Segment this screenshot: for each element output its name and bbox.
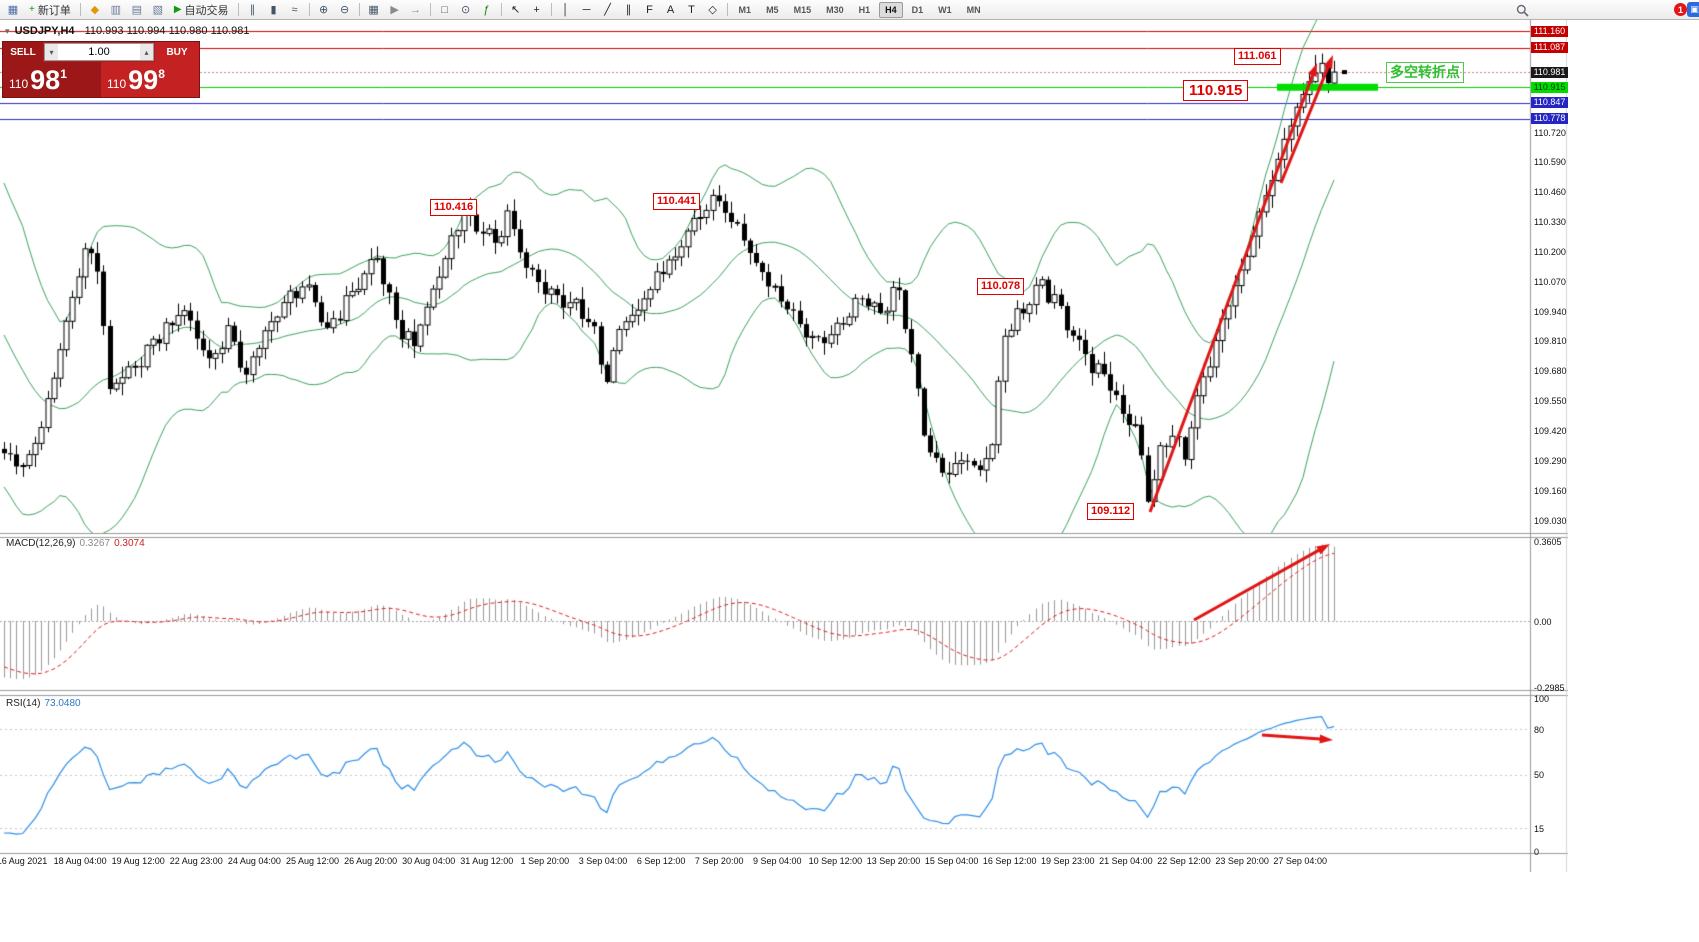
- buy-button[interactable]: BUY: [155, 42, 199, 62]
- new-order-button-label: 新订单: [37, 4, 71, 17]
- crosshair-icon[interactable]: +: [533, 3, 540, 16]
- bar-chart-icon[interactable]: ∥: [249, 4, 256, 16]
- toolbar-separator: [79, 3, 81, 16]
- community-chat-icon[interactable]: ▣: [1687, 2, 1699, 17]
- auto-scroll-icon[interactable]: ▶: [390, 4, 399, 16]
- search-icon[interactable]: [1514, 2, 1530, 18]
- volume-decrease-button[interactable]: ▾: [45, 44, 58, 60]
- buy-price-pips: 99: [128, 65, 159, 95]
- sell-price-figure: 110: [9, 77, 29, 91]
- timeframe-m30-button[interactable]: M30: [826, 4, 844, 15]
- sell-price-point: 1: [60, 67, 67, 81]
- price-annotation[interactable]: 110.915: [1183, 80, 1249, 101]
- timeframe-mn-button[interactable]: MN: [966, 4, 981, 15]
- new-order-button[interactable]: + 新订单: [24, 1, 76, 18]
- volume-value[interactable]: 1.00: [88, 46, 110, 58]
- turning-point-note[interactable]: 多空转折点: [1386, 62, 1464, 83]
- label-icon[interactable]: T: [688, 3, 695, 16]
- toolbar-separator: [237, 3, 239, 16]
- timeframe-m15-button[interactable]: M15: [793, 4, 812, 15]
- buy-price-point: 8: [158, 67, 165, 81]
- zoom-in-icon[interactable]: ⊕: [318, 4, 329, 16]
- charts-window-icon[interactable]: ▦: [7, 4, 19, 16]
- cursor-icon[interactable]: ↖: [510, 4, 521, 16]
- timeframe-d1-button[interactable]: D1: [911, 4, 924, 15]
- new-chart-icon[interactable]: □: [441, 3, 448, 16]
- trendline-icon[interactable]: ╱: [604, 4, 611, 16]
- notification-badge[interactable]: 1: [1674, 3, 1687, 16]
- alerts-horn-icon[interactable]: ◆: [90, 4, 100, 16]
- volume-increase-button[interactable]: ▴: [140, 44, 153, 60]
- timeframe-m1-button[interactable]: M1: [738, 4, 752, 15]
- sell-price[interactable]: 110 98 1: [3, 62, 101, 97]
- timeframe-w1-button[interactable]: W1: [938, 4, 952, 15]
- auto-trading-button[interactable]: ▶ 自动交易: [169, 1, 234, 18]
- price-annotation[interactable]: 111.061: [1234, 48, 1281, 65]
- new-order-icon: +: [29, 4, 35, 15]
- zoom-out-icon[interactable]: ⊖: [339, 4, 350, 16]
- one-click-trading-panel: SELL ▾ 1.00 ▴ BUY 110 98 1 110 99 8: [2, 41, 200, 98]
- periods-icon[interactable]: ⊙: [460, 4, 471, 16]
- buy-price[interactable]: 110 99 8: [101, 62, 199, 97]
- horizontal-line-icon[interactable]: ─: [582, 3, 591, 16]
- market-watch-icon[interactable]: ▤: [131, 4, 143, 16]
- volume-field[interactable]: ▾ 1.00 ▴: [44, 43, 154, 61]
- magnifier-glyph: [1516, 4, 1529, 17]
- play-icon: ▶: [173, 4, 182, 15]
- buy-price-figure: 110: [107, 77, 127, 91]
- profiles-icon[interactable]: ▥: [110, 4, 122, 16]
- toolbar-separator: [429, 3, 431, 16]
- toolbar-separator: [500, 3, 502, 16]
- toolbar-separator: [358, 3, 360, 16]
- chart-canvas[interactable]: [0, 20, 1568, 872]
- arrows-icon[interactable]: ◇: [708, 4, 717, 16]
- timeframe-h4-button[interactable]: H4: [879, 1, 903, 18]
- price-annotation[interactable]: 109.112: [1087, 503, 1135, 520]
- auto-trading-button-label: 自动交易: [184, 4, 229, 17]
- price-annotation[interactable]: 110.416: [430, 199, 478, 216]
- line-chart-icon[interactable]: ≈: [291, 3, 298, 16]
- price-annotation[interactable]: 110.078: [977, 278, 1025, 295]
- candlestick-chart-icon[interactable]: ▮: [270, 4, 277, 16]
- fibonacci-icon[interactable]: F: [646, 3, 653, 16]
- channel-icon[interactable]: ∥: [625, 4, 632, 16]
- text-icon[interactable]: A: [666, 3, 675, 16]
- price-annotation[interactable]: 110.441: [653, 193, 701, 210]
- toolbar-separator: [726, 3, 728, 16]
- toolbar: ▦ + 新订单 ◆ ▥ ▤ ▧ ▶ 自动交易 ∥ ▮ ≈ ⊕ ⊖ ▦ ▶ → □ ⊙ ƒ ↖ + │ ─ ╱ ∥ F A T ◇ M1 M5 M…: [0, 0, 1699, 20]
- tile-windows-icon[interactable]: ▦: [368, 4, 379, 16]
- sell-price-pips: 98: [30, 65, 61, 95]
- chart-shift-icon[interactable]: →: [410, 3, 422, 16]
- indicators-icon[interactable]: ƒ: [483, 3, 490, 16]
- timeframe-h1-button[interactable]: H1: [858, 4, 871, 15]
- navigator-icon[interactable]: ▧: [152, 4, 164, 16]
- toolbar-separator: [550, 3, 552, 16]
- timeframe-m5-button[interactable]: M5: [766, 4, 779, 15]
- toolbar-separator: [308, 3, 310, 16]
- vertical-line-icon[interactable]: │: [562, 3, 569, 16]
- sell-button[interactable]: SELL: [3, 42, 43, 62]
